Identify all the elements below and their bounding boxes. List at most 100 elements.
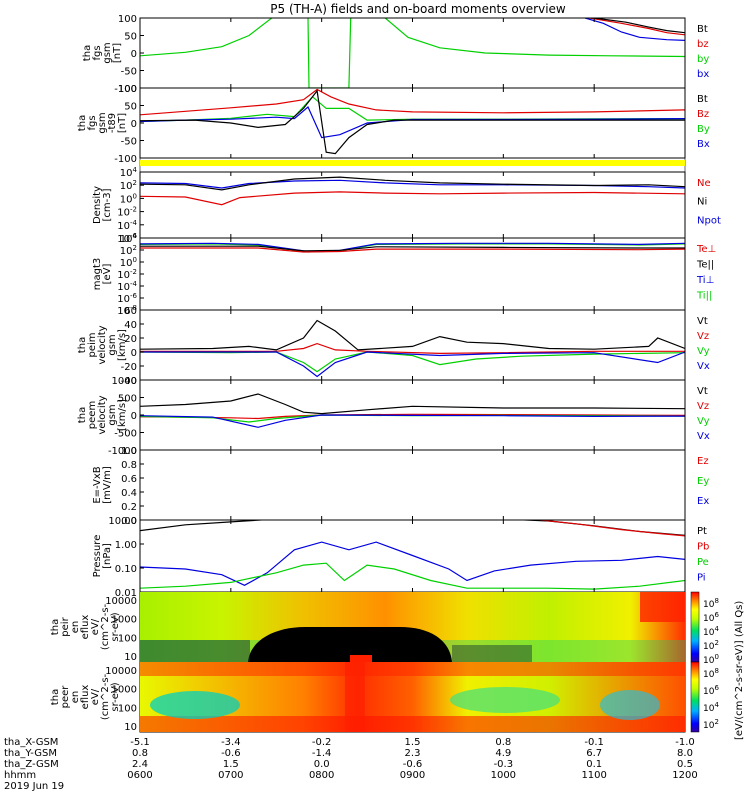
y-tick-label: -1000 <box>108 446 137 457</box>
y-label-line: (cm^2-s- <box>100 673 111 720</box>
legend-Pt: Pt <box>697 526 707 537</box>
panel-frame <box>139 87 686 159</box>
y-label-line: [mV/m] <box>102 466 113 504</box>
y-tick-label: 100 <box>118 703 137 714</box>
y-label-line: peer <box>60 685 71 709</box>
legend-Ez: Ez <box>697 456 709 467</box>
y-label-line: peem <box>87 401 98 429</box>
exponent: 2 <box>133 179 137 187</box>
spectrogram-peer-bottom <box>140 716 685 732</box>
y-label-line: sr-eV) <box>110 612 121 641</box>
series-group <box>140 18 685 88</box>
legend-Ti||: Ti|| <box>696 291 712 302</box>
y-tick-label: 0.6 <box>121 474 137 485</box>
legend-Bt: Bt <box>697 24 708 35</box>
y-label-line: eflux <box>80 685 91 710</box>
y-tick-label: 10-2 <box>117 206 137 219</box>
series-group <box>140 520 685 590</box>
legend-Vz: Vz <box>697 401 709 412</box>
y-tick-label: -50 <box>121 137 137 148</box>
exponent: 2 <box>133 244 137 252</box>
series-line-3 <box>140 247 685 253</box>
y-tick-label: 1.00 <box>115 540 137 551</box>
panel-frame <box>139 309 686 381</box>
y-tick-label: 50 <box>124 102 137 113</box>
legend-Ti⊥: Ti⊥ <box>696 275 714 286</box>
series-line-2 <box>384 18 685 58</box>
y-label-line: velocity <box>97 395 108 434</box>
y-label-line: tha <box>77 337 88 353</box>
y-tick-label: -20 <box>121 362 137 373</box>
spectrogram-peir <box>140 592 685 662</box>
legend-Vx: Vx <box>697 361 710 372</box>
x-tick-label-x: -3.4 <box>221 737 241 748</box>
series-line-1 <box>140 95 685 123</box>
exponent: -4 <box>130 219 138 227</box>
x-tick-label-y: 8.0 <box>677 748 693 759</box>
colorbar-top-label: 108 <box>703 597 719 610</box>
y-tick-label: 0.4 <box>121 488 137 499</box>
y-tick-label: 100 <box>118 14 137 25</box>
colorbar-top-label: 104 <box>703 625 719 638</box>
y-label-line: eV/ <box>90 618 101 635</box>
series-group <box>140 393 685 428</box>
y-tick-label: 0.2 <box>121 502 137 513</box>
series-group <box>140 242 685 253</box>
spectrogram-peer-top <box>140 662 685 676</box>
colorbar-top-label: 102 <box>703 639 719 652</box>
y-label-line: tha <box>77 115 88 131</box>
legend-Ne: Ne <box>697 178 711 189</box>
y-label-line: -t89 <box>107 113 118 133</box>
legend-Ey: Ey <box>697 476 709 487</box>
x-tick-label-x: -0.1 <box>584 737 604 748</box>
exponent: 4 <box>133 166 138 174</box>
y-label-line: [nT] <box>112 43 123 63</box>
x-tick-label-t: 1200 <box>672 770 697 781</box>
x-tick-label-x: 0.8 <box>495 737 511 748</box>
x-axis-row-label: 2019 Jun 19 <box>4 781 64 792</box>
y-tick-label: 104 <box>120 166 138 179</box>
y-tick-label: 500 <box>118 394 137 405</box>
exponent: 0 <box>133 256 137 264</box>
panel-peem-velocity: 1000 500 0 -500 -1000 Vt Vz Vy Vx tha peem velocity… <box>77 376 710 457</box>
panel-fgs-zoom: 100 50 0 -50 -100 Bt Bz By Bx tha fgs gsm -t89 [nT] <box>77 84 710 165</box>
y-label-line: en <box>70 691 81 704</box>
y-tick-label: 50 <box>124 32 137 43</box>
y-tick-label: 100 <box>118 633 137 644</box>
exponent: -4 <box>130 280 138 288</box>
legend-By: By <box>697 124 710 135</box>
spectrogram-peer-green-2 <box>450 687 560 713</box>
spectrogram-peir-dark-2 <box>452 645 532 662</box>
exponent: 2 <box>714 718 718 726</box>
y-tick-label: 10000 <box>105 666 137 677</box>
y-label-line: eV/ <box>90 688 101 705</box>
x-tick-label-x: -1.0 <box>675 737 695 748</box>
y-label-line: fgs <box>92 45 103 60</box>
y-label-line: [nT] <box>117 113 128 133</box>
exponent: -6 <box>130 292 138 300</box>
x-tick-label-t: 0600 <box>127 770 152 781</box>
y-tick-label: 20 <box>124 334 137 345</box>
series-line-3 <box>140 351 685 378</box>
y-tick-label: 10-4 <box>117 219 137 232</box>
y-tick-label: 0 <box>131 411 137 422</box>
x-tick-label-y: -0.6 <box>221 748 241 759</box>
y-tick-label: 0.10 <box>115 564 137 575</box>
x-tick-label-y: 4.9 <box>495 748 511 759</box>
y-label-line: Density <box>92 186 103 224</box>
y-tick-label: 0.0 <box>121 516 137 527</box>
legend-Bt: Bt <box>697 94 708 105</box>
y-label-line: [nPa] <box>102 543 113 569</box>
y-tick-label: 10 <box>124 722 137 733</box>
series-line-4 <box>589 18 685 36</box>
y-label-line: sr-eV) <box>110 682 121 711</box>
x-tick-label-y: -1.4 <box>312 748 332 759</box>
spectrogram-peir-dark-1 <box>140 640 250 662</box>
series-line-0 <box>140 393 685 415</box>
y-label-line: Pressure <box>92 535 103 578</box>
series-group <box>140 319 685 378</box>
spectrogram-peer-center-red <box>345 662 365 732</box>
y-label-line: velocity <box>97 325 108 364</box>
x-tick-label-y: 6.7 <box>586 748 602 759</box>
